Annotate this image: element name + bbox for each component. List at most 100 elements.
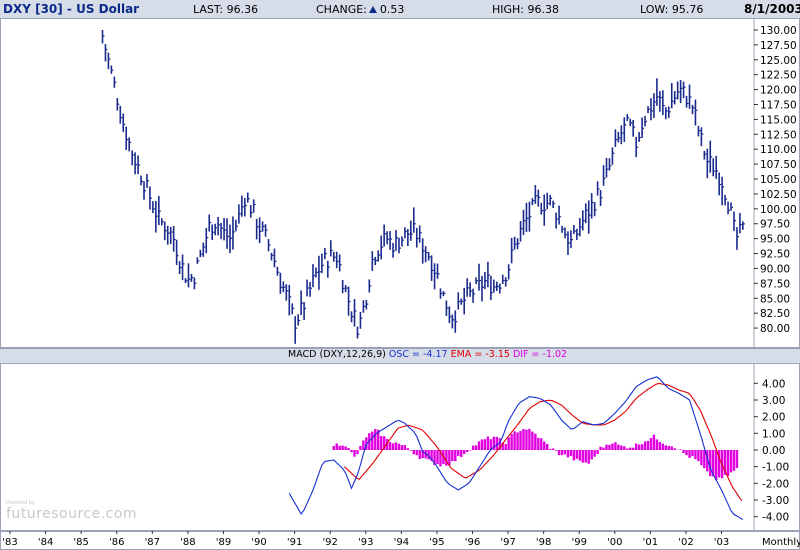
y-tick-label: 130.00 (760, 25, 797, 37)
dif-bar (590, 450, 593, 460)
y-tick-label: 122.50 (760, 70, 797, 82)
x-tick-label: '01 (643, 537, 658, 548)
x-tick-label: '93 (358, 537, 373, 548)
dif-bar (483, 439, 487, 450)
dif-bar (489, 439, 493, 450)
dif-bar (528, 428, 531, 450)
dif-bar (359, 445, 362, 450)
dif-bar (471, 445, 475, 450)
dif-bar (495, 436, 499, 450)
x-tick-label: '90 (251, 537, 266, 548)
dif-bar (498, 438, 501, 450)
dif-bar (385, 438, 389, 450)
dif-bar (394, 442, 398, 450)
dif-bar (513, 431, 516, 450)
price-bars (101, 29, 745, 344)
x-tick-label: '99 (571, 537, 586, 548)
macd-y-tick-label: 4.00 (762, 378, 785, 390)
dif-bar (584, 450, 587, 463)
dif-bar (460, 450, 463, 457)
dif-bar (709, 450, 712, 477)
symbol-title: DXY [30] - US Dollar (3, 2, 140, 16)
dif-bar (703, 450, 706, 469)
macd-label-bar: MACD (DXY,12,26,9) OSC = -4.17 EMA = -3.… (0, 348, 800, 364)
dif-bar (445, 450, 448, 466)
dif-bar (634, 443, 638, 450)
dif-bar (391, 443, 395, 450)
futuresource-logo: futuresource.com (6, 506, 138, 522)
dif-bar (599, 446, 602, 450)
dif-bar (637, 444, 641, 450)
dif-bar (596, 450, 599, 455)
dif-bar (474, 445, 478, 450)
dif-bar (572, 450, 576, 461)
dif-bar (507, 437, 510, 450)
dif-bar (356, 450, 359, 455)
y-tick-label: 117.50 (760, 99, 797, 111)
dif-bar (614, 442, 617, 450)
low-quote: LOW: 95.76 (640, 3, 704, 16)
x-tick-label: '83 (2, 537, 17, 548)
macd-y-tick-label: -1.00 (762, 462, 789, 474)
dif-bar (400, 445, 404, 450)
dif-bar (679, 449, 682, 450)
dif-bar (729, 450, 733, 473)
x-tick-label: '03 (714, 537, 729, 548)
dif-bar (578, 450, 582, 461)
dif-bar (371, 431, 374, 450)
dif-bar (554, 450, 558, 451)
dif-bar (631, 447, 635, 450)
dif-bar (415, 450, 418, 456)
dif-bar (688, 450, 691, 458)
x-tick-label: '94 (394, 537, 409, 548)
dif-bar (510, 433, 513, 450)
y-tick-label: 105.00 (760, 174, 797, 186)
dif-bar (700, 450, 703, 466)
dif-bar (350, 450, 353, 453)
dif-bar (531, 431, 534, 450)
dif-bar (658, 442, 662, 450)
dif-bar (706, 450, 709, 472)
y-tick-label: 97.50 (760, 219, 790, 231)
dif-bar (608, 444, 611, 450)
dif-bar (519, 431, 522, 450)
dif-bar (623, 446, 626, 450)
x-tick-label: '00 (607, 537, 622, 548)
x-tick-label: '92 (322, 537, 337, 548)
dif-bar (388, 442, 392, 450)
y-tick-label: 120.00 (760, 85, 797, 97)
dif-bar (664, 445, 668, 450)
price-chart[interactable]: 130.00 127.50 125.00 122.50 120.00 117.50 115.… (0, 18, 800, 348)
x-tick-label: '98 (536, 537, 551, 548)
x-axis: '83 '84 '85 '86 '87 '88 '89 '90 '91 '92 '93 '94 '95 '… (0, 531, 800, 550)
y-tick-label: 80.00 (760, 323, 790, 335)
dif-bar (347, 448, 350, 450)
x-tick-label: '89 (216, 537, 231, 548)
x-tick-label: '88 (180, 537, 195, 548)
dif-bar (468, 450, 472, 451)
macd-y-tick-label: 0.00 (762, 445, 785, 457)
dif-bar (682, 450, 685, 454)
dif-bar (726, 450, 730, 476)
x-tick-label: '02 (678, 537, 693, 548)
dif-bar (670, 446, 673, 450)
macd-y-tick-label: -2.00 (762, 478, 789, 490)
dif-bar (477, 441, 481, 450)
y-tick-label: 125.00 (760, 55, 797, 67)
dif-bar (667, 445, 670, 450)
ema-legend: EMA = -3.15 (450, 349, 510, 360)
x-tick-label: '86 (109, 537, 124, 548)
dif-bar (465, 450, 469, 453)
macd-chart[interactable]: 4.00 3.00 2.00 1.00 0.00 -1.00 -2.00 -3.00 -4.00 (0, 363, 800, 531)
high-quote: HIGH: 96.38 (492, 3, 560, 16)
dif-bar (338, 445, 341, 450)
dif-bar (382, 436, 386, 450)
dif-bar (640, 444, 644, 450)
change-quote: CHANGE: 0.53 (316, 3, 405, 16)
last-quote: LAST: 96.36 (193, 3, 259, 16)
quote-header: DXY [30] - US Dollar LAST: 96.36 CHANGE:… (0, 0, 800, 19)
dif-bar (617, 444, 620, 450)
dif-bar (436, 450, 439, 465)
dif-bar (377, 429, 380, 450)
